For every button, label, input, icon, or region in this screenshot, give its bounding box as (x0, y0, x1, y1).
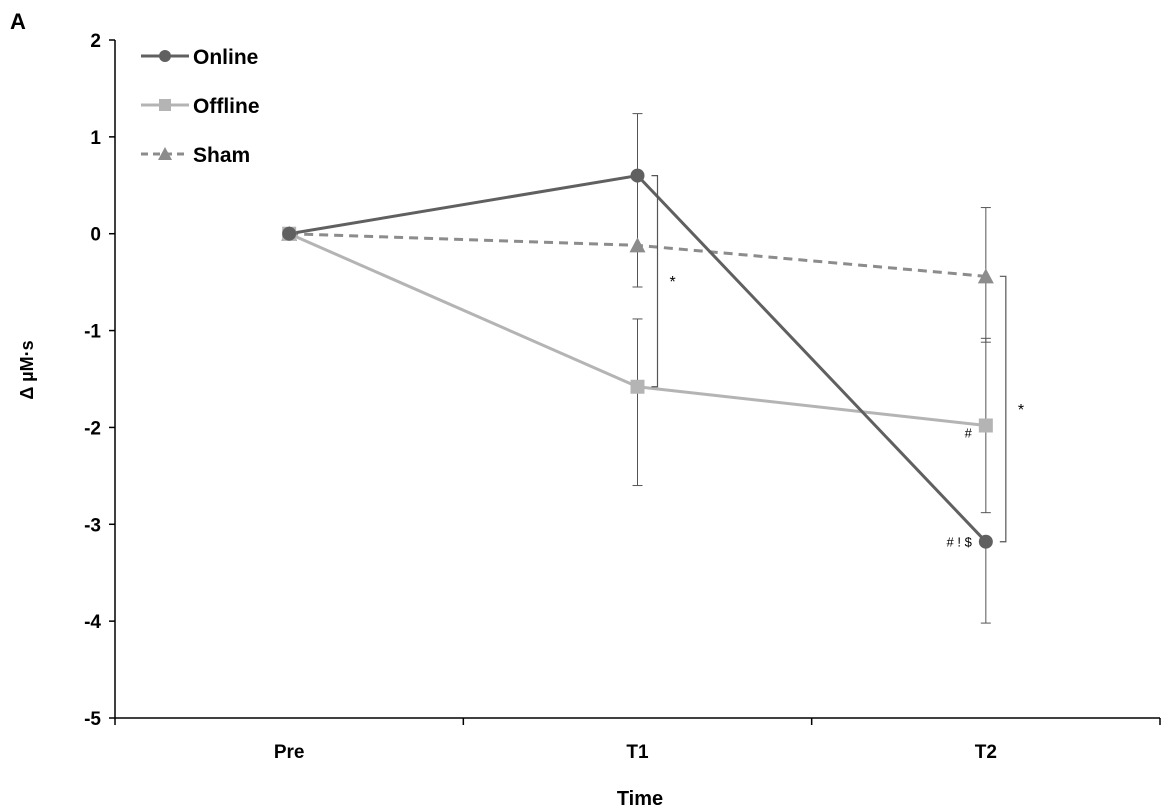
y-axis-label: Δ µM·s (17, 340, 37, 399)
legend-label-sham: Sham (193, 144, 250, 167)
y-tick-label: -2 (84, 418, 101, 439)
annotations: * * # # ! $ (651, 175, 1024, 550)
y-tick-label: 1 (90, 128, 101, 149)
significance-label: # (965, 425, 973, 440)
y-tick-label: -4 (84, 612, 101, 633)
y-tick-label: -1 (84, 322, 101, 343)
marker-triangle (977, 268, 994, 284)
error-bars (632, 113, 991, 624)
panel-label: A (10, 9, 26, 34)
marker-triangle (158, 147, 172, 160)
marker-circle (159, 50, 171, 62)
marker-square (159, 99, 171, 111)
axes: 2 1 0 -1 -2 -3 -4 -5 Pre T1 T2 (84, 31, 1161, 763)
series-markers (281, 168, 994, 549)
y-tick-label: -3 (84, 515, 101, 536)
x-tick-label: T1 (626, 742, 649, 763)
x-tick-label: Pre (274, 742, 305, 763)
y-tick-label: -5 (84, 709, 101, 730)
significance-label: # ! $ (947, 535, 973, 550)
significance-bracket (999, 275, 1007, 543)
x-axis-label: Time (617, 788, 663, 810)
legend-label-offline: Offline (193, 95, 260, 118)
marker-circle (978, 534, 993, 549)
legend-label-online: Online (193, 46, 258, 69)
marker-circle (282, 226, 297, 241)
y-tick-label: 2 (90, 31, 101, 52)
legend: Online Offline Sham (141, 46, 260, 167)
marker-square (978, 418, 993, 433)
y-tick-label: 0 (90, 225, 101, 246)
marker-triangle (629, 237, 646, 253)
marker-circle (630, 168, 645, 183)
significance-marker: * (670, 274, 676, 291)
x-tick-label: T2 (975, 742, 997, 763)
marker-square (630, 379, 645, 394)
significance-marker: * (1018, 402, 1024, 419)
significance-bracket (651, 175, 659, 388)
